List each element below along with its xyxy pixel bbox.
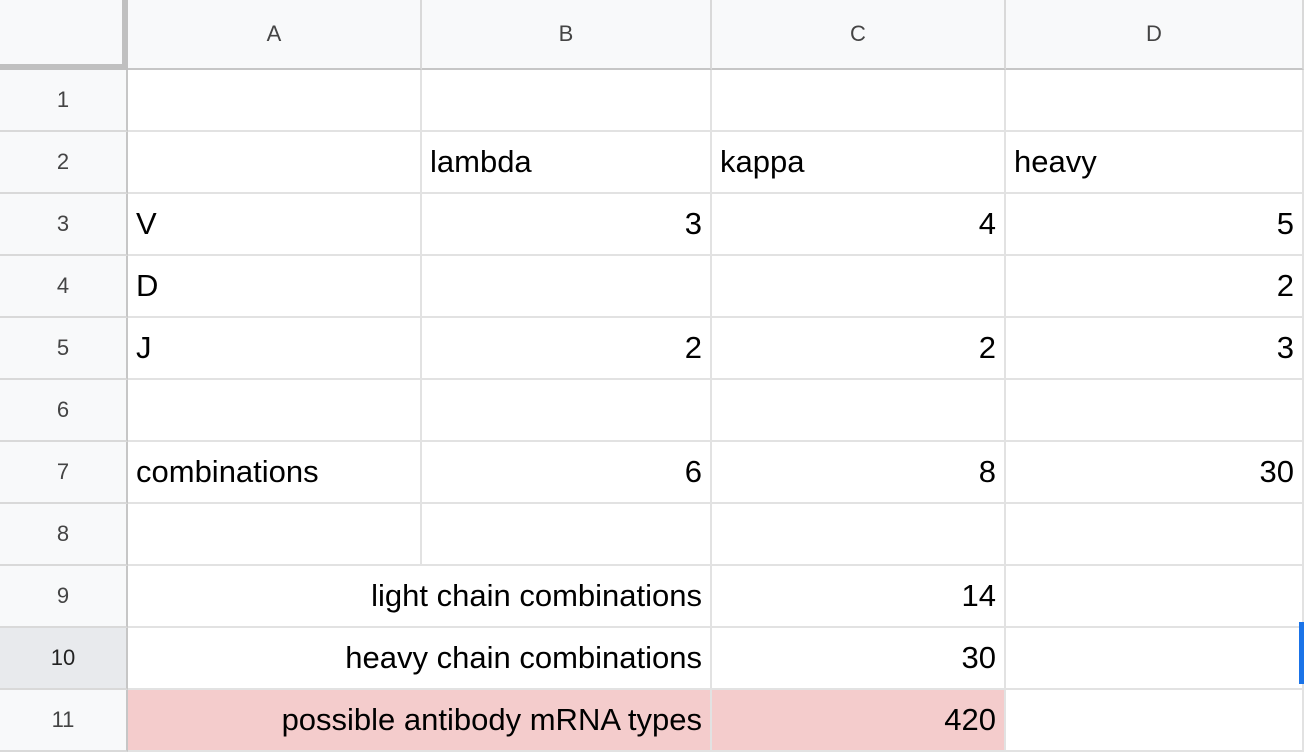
cell-d9[interactable] <box>1006 566 1304 628</box>
row-header-1[interactable]: 1 <box>0 70 128 132</box>
row-header-6[interactable]: 6 <box>0 380 128 442</box>
cell-b8[interactable] <box>422 504 712 566</box>
cell-a1[interactable] <box>128 70 422 132</box>
row-header-9[interactable]: 9 <box>0 566 128 628</box>
cell-b3[interactable]: 3 <box>422 194 712 256</box>
cell-d4[interactable]: 2 <box>1006 256 1304 318</box>
cell-d3[interactable]: 5 <box>1006 194 1304 256</box>
cell-a10-merged[interactable]: heavy chain combinations <box>128 628 712 690</box>
cell-d5[interactable]: 3 <box>1006 318 1304 380</box>
select-all-corner[interactable] <box>0 0 128 70</box>
cell-d7[interactable]: 30 <box>1006 442 1304 504</box>
row-header-11[interactable]: 11 <box>0 690 128 752</box>
cell-a5[interactable]: J <box>128 318 422 380</box>
cell-a11-merged[interactable]: possible antibody mRNA types <box>128 690 712 752</box>
cell-d10[interactable] <box>1006 628 1304 690</box>
cell-b5[interactable]: 2 <box>422 318 712 380</box>
row-header-10[interactable]: 10 <box>0 628 128 690</box>
row-header-8[interactable]: 8 <box>0 504 128 566</box>
cell-d2[interactable]: heavy <box>1006 132 1304 194</box>
cell-d11[interactable] <box>1006 690 1304 752</box>
row-header-5[interactable]: 5 <box>0 318 128 380</box>
cell-d8[interactable] <box>1006 504 1304 566</box>
cell-b7[interactable]: 6 <box>422 442 712 504</box>
cell-c2[interactable]: kappa <box>712 132 1006 194</box>
row-header-3[interactable]: 3 <box>0 194 128 256</box>
cell-c10[interactable]: 30 <box>712 628 1006 690</box>
cell-a4[interactable]: D <box>128 256 422 318</box>
selection-edge-marker <box>1299 622 1304 684</box>
cell-c7[interactable]: 8 <box>712 442 1006 504</box>
cell-a2[interactable] <box>128 132 422 194</box>
column-header-d[interactable]: D <box>1006 0 1304 70</box>
cell-b2[interactable]: lambda <box>422 132 712 194</box>
cell-c11[interactable]: 420 <box>712 690 1006 752</box>
row-header-4[interactable]: 4 <box>0 256 128 318</box>
cell-d6[interactable] <box>1006 380 1304 442</box>
cell-c3[interactable]: 4 <box>712 194 1006 256</box>
cell-c4[interactable] <box>712 256 1006 318</box>
cell-c1[interactable] <box>712 70 1006 132</box>
row-header-2[interactable]: 2 <box>0 132 128 194</box>
column-header-a[interactable]: A <box>128 0 422 70</box>
cell-c9[interactable]: 14 <box>712 566 1006 628</box>
cell-c5[interactable]: 2 <box>712 318 1006 380</box>
cell-b1[interactable] <box>422 70 712 132</box>
cell-b4[interactable] <box>422 256 712 318</box>
cell-a6[interactable] <box>128 380 422 442</box>
cell-b6[interactable] <box>422 380 712 442</box>
cell-d1[interactable] <box>1006 70 1304 132</box>
cell-c8[interactable] <box>712 504 1006 566</box>
column-header-c[interactable]: C <box>712 0 1006 70</box>
column-header-b[interactable]: B <box>422 0 712 70</box>
cell-a3[interactable]: V <box>128 194 422 256</box>
cell-a8[interactable] <box>128 504 422 566</box>
cell-c6[interactable] <box>712 380 1006 442</box>
cell-a7[interactable]: combinations <box>128 442 422 504</box>
row-header-7[interactable]: 7 <box>0 442 128 504</box>
cell-a9-merged[interactable]: light chain combinations <box>128 566 712 628</box>
